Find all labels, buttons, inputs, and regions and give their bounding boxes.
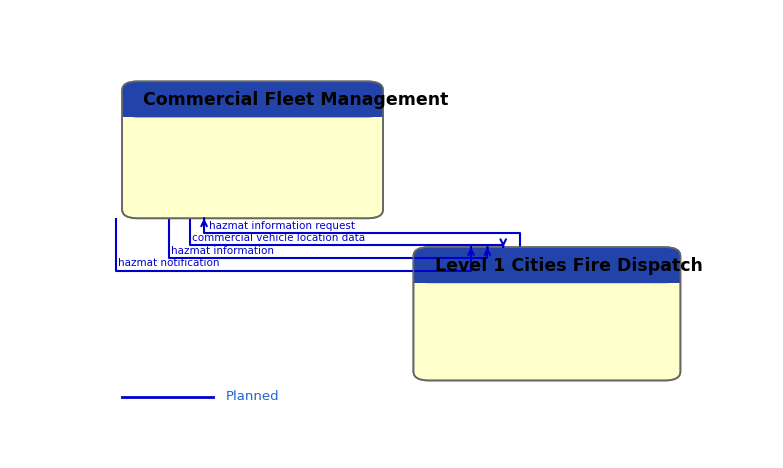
Text: hazmat information request: hazmat information request xyxy=(209,221,355,231)
Text: Commercial Fleet Management: Commercial Fleet Management xyxy=(143,91,449,109)
FancyBboxPatch shape xyxy=(413,247,680,380)
Bar xyxy=(413,267,680,283)
Text: hazmat information: hazmat information xyxy=(171,246,274,256)
FancyBboxPatch shape xyxy=(413,247,680,283)
FancyBboxPatch shape xyxy=(122,81,383,218)
Text: hazmat notification: hazmat notification xyxy=(118,258,219,269)
FancyBboxPatch shape xyxy=(122,81,383,117)
Text: Planned: Planned xyxy=(226,390,279,403)
Text: Level 1 Cities Fire Dispatch: Level 1 Cities Fire Dispatch xyxy=(435,257,702,275)
Text: commercial vehicle location data: commercial vehicle location data xyxy=(192,233,365,243)
Bar xyxy=(122,101,383,117)
